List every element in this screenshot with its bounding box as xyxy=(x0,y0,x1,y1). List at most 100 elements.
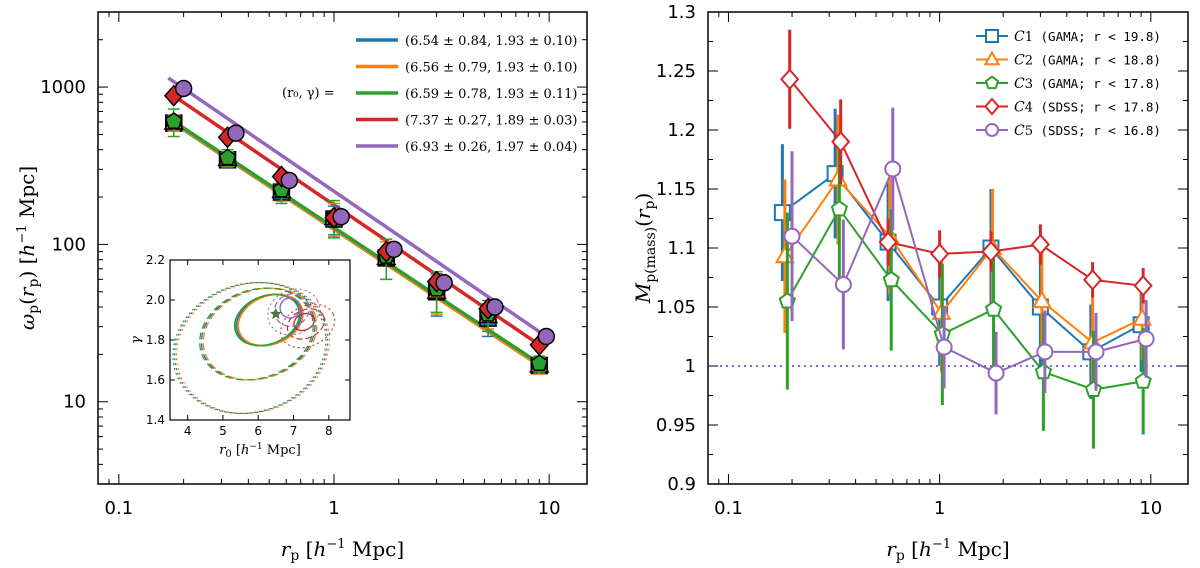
x-tick-label: 1 xyxy=(934,498,945,519)
data-point xyxy=(218,148,237,166)
legend-marker-C3 xyxy=(984,75,1000,90)
legend-label-C4: C4 (SDSS; r < 17.8) xyxy=(1014,100,1161,116)
x-tick-label: 10 xyxy=(538,498,561,519)
x-tick-label: 10 xyxy=(1139,498,1162,519)
legend-marker-C1 xyxy=(985,29,999,43)
right-legend: C1 (GAMA; r < 19.8) C2 (GAMA; r < 18.8) C3… xyxy=(976,29,1161,139)
data-point xyxy=(930,243,950,265)
legend-label-C1: C1 (GAMA; r < 19.8) xyxy=(1014,29,1161,45)
y-tick-label: 1.05 xyxy=(656,297,696,318)
left-legend: (r₀, γ) = (6.54 ± 0.84, 1.93 ± 0.10) (6.56… xyxy=(282,34,578,155)
series-C4 xyxy=(780,29,1153,304)
series-C5 xyxy=(783,107,1155,415)
data-point xyxy=(783,227,801,245)
left-plot-frame xyxy=(97,11,588,485)
data-point xyxy=(884,160,902,178)
best-fit-star xyxy=(269,307,282,320)
legend-marker-C4 xyxy=(984,97,1000,116)
contour-3sigma-C5 xyxy=(267,288,320,336)
legend-marker-C2 xyxy=(983,50,1001,66)
inset-x-tick-label: 6 xyxy=(254,424,262,438)
data-point xyxy=(780,68,800,91)
legend-label-C2: (6.56 ± 0.79, 1.93 ± 0.10) xyxy=(405,61,578,76)
right-panel: 0.1 1 10 0.9 0.95 1 1.05 1.1 1.15 1.2 1.25 1.3 rp [h… xyxy=(631,2,1189,564)
y-tick-label: 1.25 xyxy=(656,61,696,82)
legend-prefix: (r₀, γ) = xyxy=(282,86,335,101)
y-axis-label: ωp(rp) [h−1 Mpc] xyxy=(15,166,42,330)
inset-panel: 4 5 6 7 8 1.4 1.6 1.8 2.0 2.2 r0 [h−1 Mpc] γ xyxy=(129,253,351,460)
contour-2sigma-C5 xyxy=(273,293,310,327)
legend-label-C3: C3 (GAMA; r < 17.8) xyxy=(1014,76,1161,92)
data-point xyxy=(537,327,556,346)
inset-contours xyxy=(172,281,336,415)
y-tick-label: 1 xyxy=(685,356,696,377)
y-tick-label: 1.3 xyxy=(667,2,696,23)
y-tick-label: 100 xyxy=(52,234,86,255)
data-point xyxy=(1137,330,1155,348)
data-point xyxy=(174,79,193,98)
y-tick-label: 10 xyxy=(63,392,86,413)
contour-3sigma-C2 xyxy=(175,281,330,415)
data-point xyxy=(987,364,1005,382)
data-point xyxy=(1031,290,1052,309)
data-point xyxy=(981,240,1001,263)
inset-y-tick-label: 2.0 xyxy=(146,293,165,307)
fit-line-C5 xyxy=(167,76,547,338)
series-line xyxy=(791,165,1147,375)
inset-x-label: r0 [h−1 Mpc] xyxy=(219,442,301,460)
y-tick-label: 0.95 xyxy=(656,415,696,436)
contour-3sigma-C3 xyxy=(172,281,327,415)
inset-frame xyxy=(169,259,351,421)
contour-3sigma-C1 xyxy=(174,281,329,415)
data-point xyxy=(227,124,245,142)
x-tick-label: 1 xyxy=(328,498,339,519)
series-line xyxy=(784,177,1143,344)
inset-x-tick-label: 8 xyxy=(325,424,333,438)
legend-label-C3: (6.59 ± 0.78, 1.93 ± 0.11) xyxy=(405,87,578,102)
data-point xyxy=(831,130,851,153)
inset-x-tick-label: 4 xyxy=(184,424,192,438)
x-tick-label: 0.1 xyxy=(714,498,743,519)
data-point xyxy=(280,171,299,190)
contour-1sigma-C2 xyxy=(237,293,304,347)
data-point xyxy=(164,112,183,129)
inset-y-tick-label: 1.4 xyxy=(146,413,165,427)
data-point xyxy=(385,240,403,259)
legend-label-C4: (7.37 ± 0.27, 1.89 ± 0.03) xyxy=(405,114,578,129)
data-point xyxy=(1134,372,1152,389)
legend-label-C2: C2 (GAMA; r < 18.8) xyxy=(1014,53,1161,69)
contour-2sigma-C2 xyxy=(202,287,318,381)
inset-x-tick-label: 5 xyxy=(219,424,227,438)
data-point xyxy=(834,276,852,294)
contour-2sigma-C4 xyxy=(286,308,326,340)
data-point xyxy=(1036,343,1054,361)
x-tick-label: 0.1 xyxy=(105,498,134,519)
data-point xyxy=(830,199,849,217)
y-tick-label: 0.9 xyxy=(667,474,696,495)
legend-label-C5: C5 (SDSS; r < 16.8) xyxy=(1014,123,1161,139)
data-point xyxy=(486,298,504,316)
legend-marker-C5 xyxy=(985,123,999,137)
inset-y-label: γ xyxy=(129,336,144,344)
series-line xyxy=(788,78,1144,287)
data-point xyxy=(1084,380,1103,397)
data-point xyxy=(332,207,350,226)
inset-y-tick-label: 1.6 xyxy=(146,373,165,387)
data-point xyxy=(435,274,453,292)
legend-label-C5: (6.93 ± 0.26, 1.97 ± 0.04) xyxy=(405,140,578,155)
x-axis-label: rp [h−1 Mpc] xyxy=(281,537,404,564)
x-axis-label: rp [h−1 Mpc] xyxy=(886,537,1009,564)
data-point xyxy=(1087,343,1105,361)
data-point xyxy=(530,354,549,372)
legend-label-C1: (6.54 ± 0.84, 1.93 ± 0.10) xyxy=(405,34,578,49)
y-axis-label: Mp(mass)(rp) xyxy=(631,193,659,305)
data-point xyxy=(1083,268,1103,291)
y-tick-label: 1000 xyxy=(40,77,86,98)
y-tick-label: 1.2 xyxy=(667,120,696,141)
inset-x-tick-label: 7 xyxy=(290,424,298,438)
contour-3sigma-C4 xyxy=(280,303,336,349)
inset-y-tick-label: 1.8 xyxy=(146,333,165,347)
data-point xyxy=(935,338,953,356)
data-point xyxy=(984,300,1003,317)
